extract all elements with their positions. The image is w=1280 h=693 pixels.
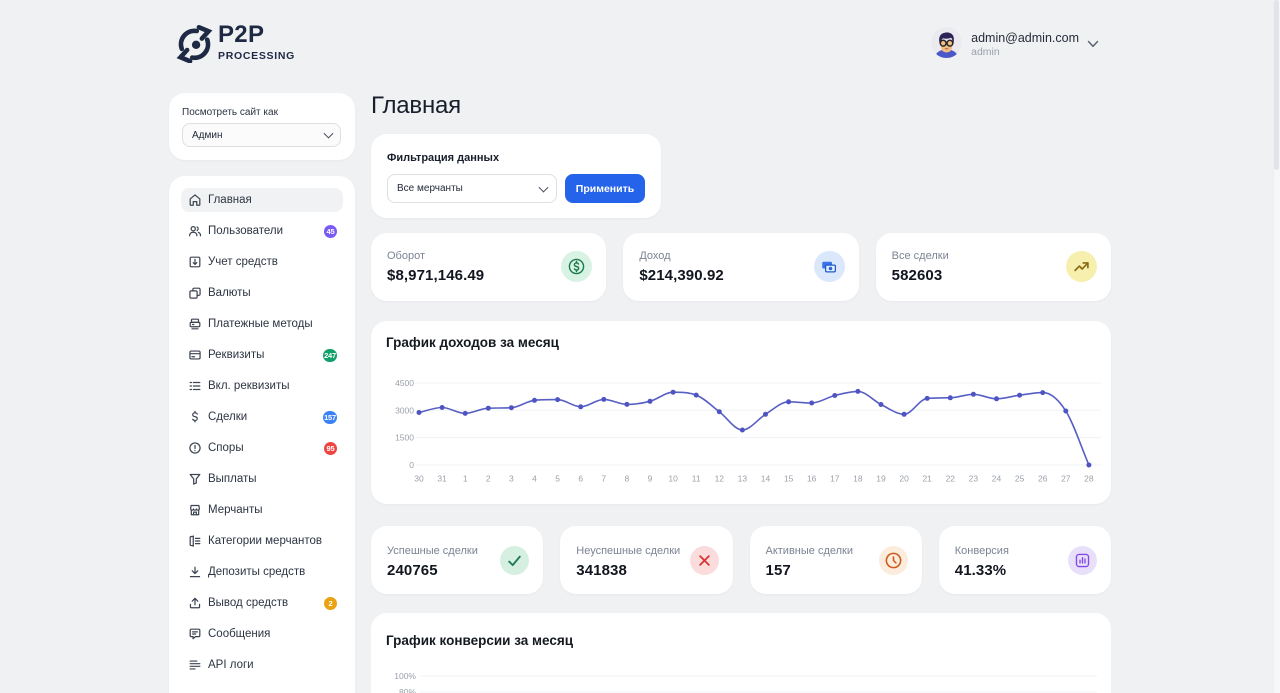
svg-text:1: 1	[463, 474, 468, 484]
svg-text:12: 12	[715, 474, 725, 484]
svg-text:21: 21	[922, 474, 932, 484]
svg-text:27: 27	[1061, 474, 1071, 484]
svg-text:13: 13	[738, 474, 748, 484]
svg-text:15: 15	[784, 474, 794, 484]
svg-text:6: 6	[578, 474, 583, 484]
svg-text:17: 17	[830, 474, 840, 484]
svg-text:4: 4	[532, 474, 537, 484]
svg-text:31: 31	[437, 474, 447, 484]
svg-text:5: 5	[555, 474, 560, 484]
svg-text:24: 24	[992, 474, 1002, 484]
svg-text:4500: 4500	[395, 378, 414, 388]
svg-text:11: 11	[692, 474, 701, 484]
svg-text:26: 26	[1038, 474, 1048, 484]
svg-text:10: 10	[668, 474, 678, 484]
svg-text:19: 19	[876, 474, 886, 484]
svg-text:0: 0	[409, 460, 414, 470]
svg-text:100%: 100%	[394, 671, 416, 681]
svg-text:7: 7	[601, 474, 606, 484]
svg-text:18: 18	[853, 474, 863, 484]
svg-text:28: 28	[1084, 474, 1094, 484]
svg-text:80%: 80%	[399, 687, 416, 693]
svg-text:9: 9	[648, 474, 653, 484]
svg-text:14: 14	[761, 474, 771, 484]
svg-text:25: 25	[1015, 474, 1025, 484]
svg-text:1500: 1500	[395, 433, 414, 443]
svg-text:3000: 3000	[395, 405, 414, 415]
svg-text:16: 16	[807, 474, 817, 484]
svg-text:8: 8	[625, 474, 630, 484]
svg-text:30: 30	[414, 474, 424, 484]
svg-text:3: 3	[509, 474, 514, 484]
svg-text:22: 22	[946, 474, 956, 484]
svg-text:23: 23	[969, 474, 979, 484]
svg-text:20: 20	[899, 474, 909, 484]
svg-text:2: 2	[486, 474, 491, 484]
